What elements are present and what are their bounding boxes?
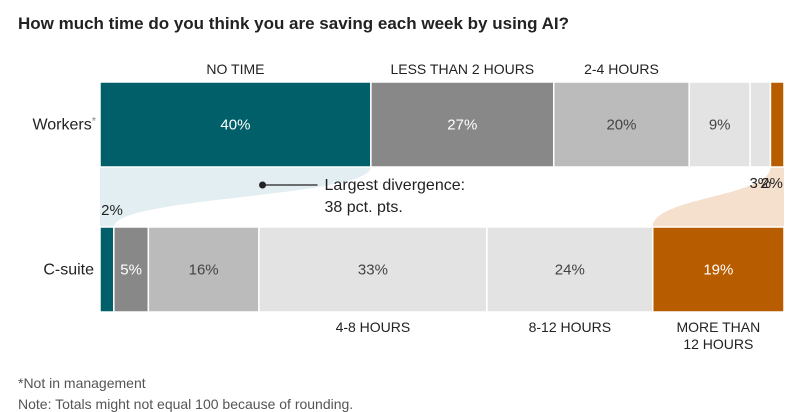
bar-workers-3 — [688, 81, 751, 168]
row-label-c-suite: C-suite — [43, 262, 94, 279]
value-label-c-suite-0: 2% — [101, 202, 123, 219]
divergence-band-no-time — [100, 167, 371, 227]
category-label-3: 4-8 HOURS — [336, 319, 411, 335]
category-label-1: LESS THAN 2 HOURS — [390, 61, 534, 77]
category-label-5: 12 HOURS — [683, 336, 753, 352]
category-label-4: 8-12 HOURS — [529, 319, 611, 335]
value-label-c-suite-5: 19% — [703, 262, 733, 279]
value-label-c-suite-3: 33% — [358, 262, 388, 279]
category-label-0: NO TIME — [206, 61, 264, 77]
footnote: *Not in management — [18, 375, 146, 391]
rounding-note: Note: Totals might not equal 100 because… — [18, 396, 354, 412]
bar-c-suite-1 — [113, 226, 150, 313]
bar-workers-0 — [99, 81, 372, 168]
value-label-c-suite-2: 16% — [189, 262, 219, 279]
bar-workers-5 — [769, 81, 785, 168]
row-label-workers: Workers* — [32, 116, 96, 134]
bar-c-suite-3 — [258, 226, 488, 313]
value-label-c-suite-4: 24% — [555, 262, 585, 279]
value-label-c-suite-1: 5% — [120, 262, 142, 279]
bar-c-suite-0 — [99, 226, 115, 313]
chart-title: How much time do you think you are savin… — [18, 14, 570, 33]
annotation-text-0: Largest divergence: — [325, 177, 466, 194]
value-label-workers-4: 3% — [749, 175, 771, 192]
divergence-band-more-than-12 — [652, 167, 784, 227]
value-label-workers-3: 9% — [709, 117, 731, 134]
annotation-text-1: 38 pct. pts. — [325, 199, 403, 216]
value-label-workers-5: 2% — [761, 175, 783, 192]
value-label-workers-0: 40% — [220, 117, 250, 134]
bar-workers-4 — [749, 81, 772, 168]
category-label-2: 2-4 HOURS — [584, 61, 659, 77]
bar-workers-2 — [552, 81, 690, 168]
bar-c-suite-2 — [147, 226, 260, 313]
value-label-workers-1: 27% — [447, 117, 477, 134]
bar-c-suite-5 — [651, 226, 785, 313]
bar-workers-1 — [370, 81, 555, 168]
category-label-5: MORE THAN — [676, 319, 760, 335]
value-label-workers-2: 20% — [606, 117, 636, 134]
